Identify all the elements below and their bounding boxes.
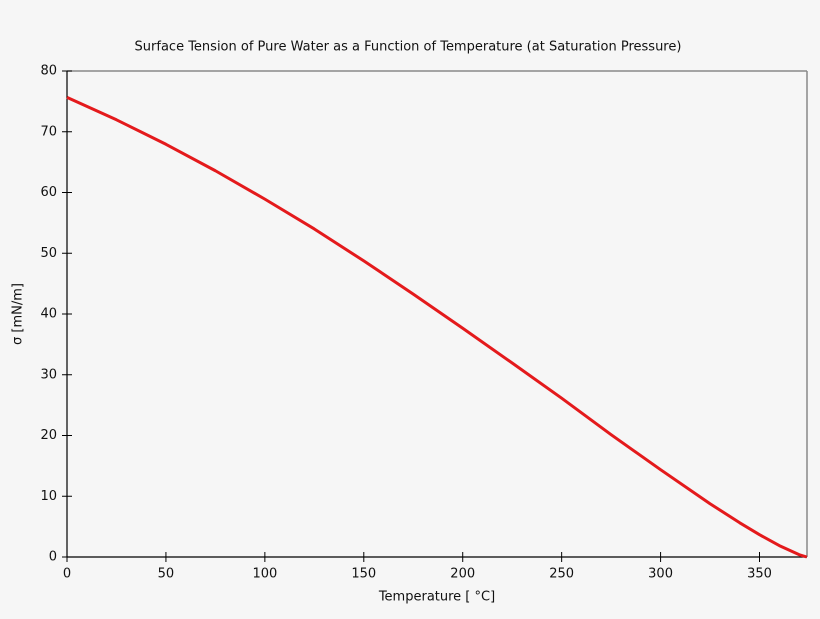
y-tick-label: 20 [40, 428, 57, 443]
x-tick-label: 300 [648, 567, 673, 582]
y-axis-label: σ [mN/m] [11, 283, 26, 345]
y-tick-label: 80 [40, 64, 57, 79]
y-tick-label: 60 [40, 185, 57, 200]
x-tick-label: 250 [549, 567, 574, 582]
y-tick-label: 70 [40, 124, 57, 139]
x-tick-label: 350 [747, 567, 772, 582]
y-tick-label: 40 [40, 307, 57, 322]
chart-title: Surface Tension of Pure Water as a Funct… [135, 40, 682, 55]
y-tick-label: 50 [40, 246, 57, 261]
x-tick-label: 100 [252, 567, 277, 582]
x-tick-label: 200 [450, 567, 475, 582]
x-tick-label: 0 [63, 567, 71, 582]
x-tick-label: 50 [158, 567, 175, 582]
y-tick-label: 0 [49, 550, 57, 565]
x-tick-label: 150 [351, 567, 376, 582]
y-tick-label: 30 [40, 367, 57, 382]
y-tick-label: 10 [40, 489, 57, 504]
data-line [66, 96, 808, 559]
x-axis-label: Temperature [ °C] [378, 590, 495, 605]
